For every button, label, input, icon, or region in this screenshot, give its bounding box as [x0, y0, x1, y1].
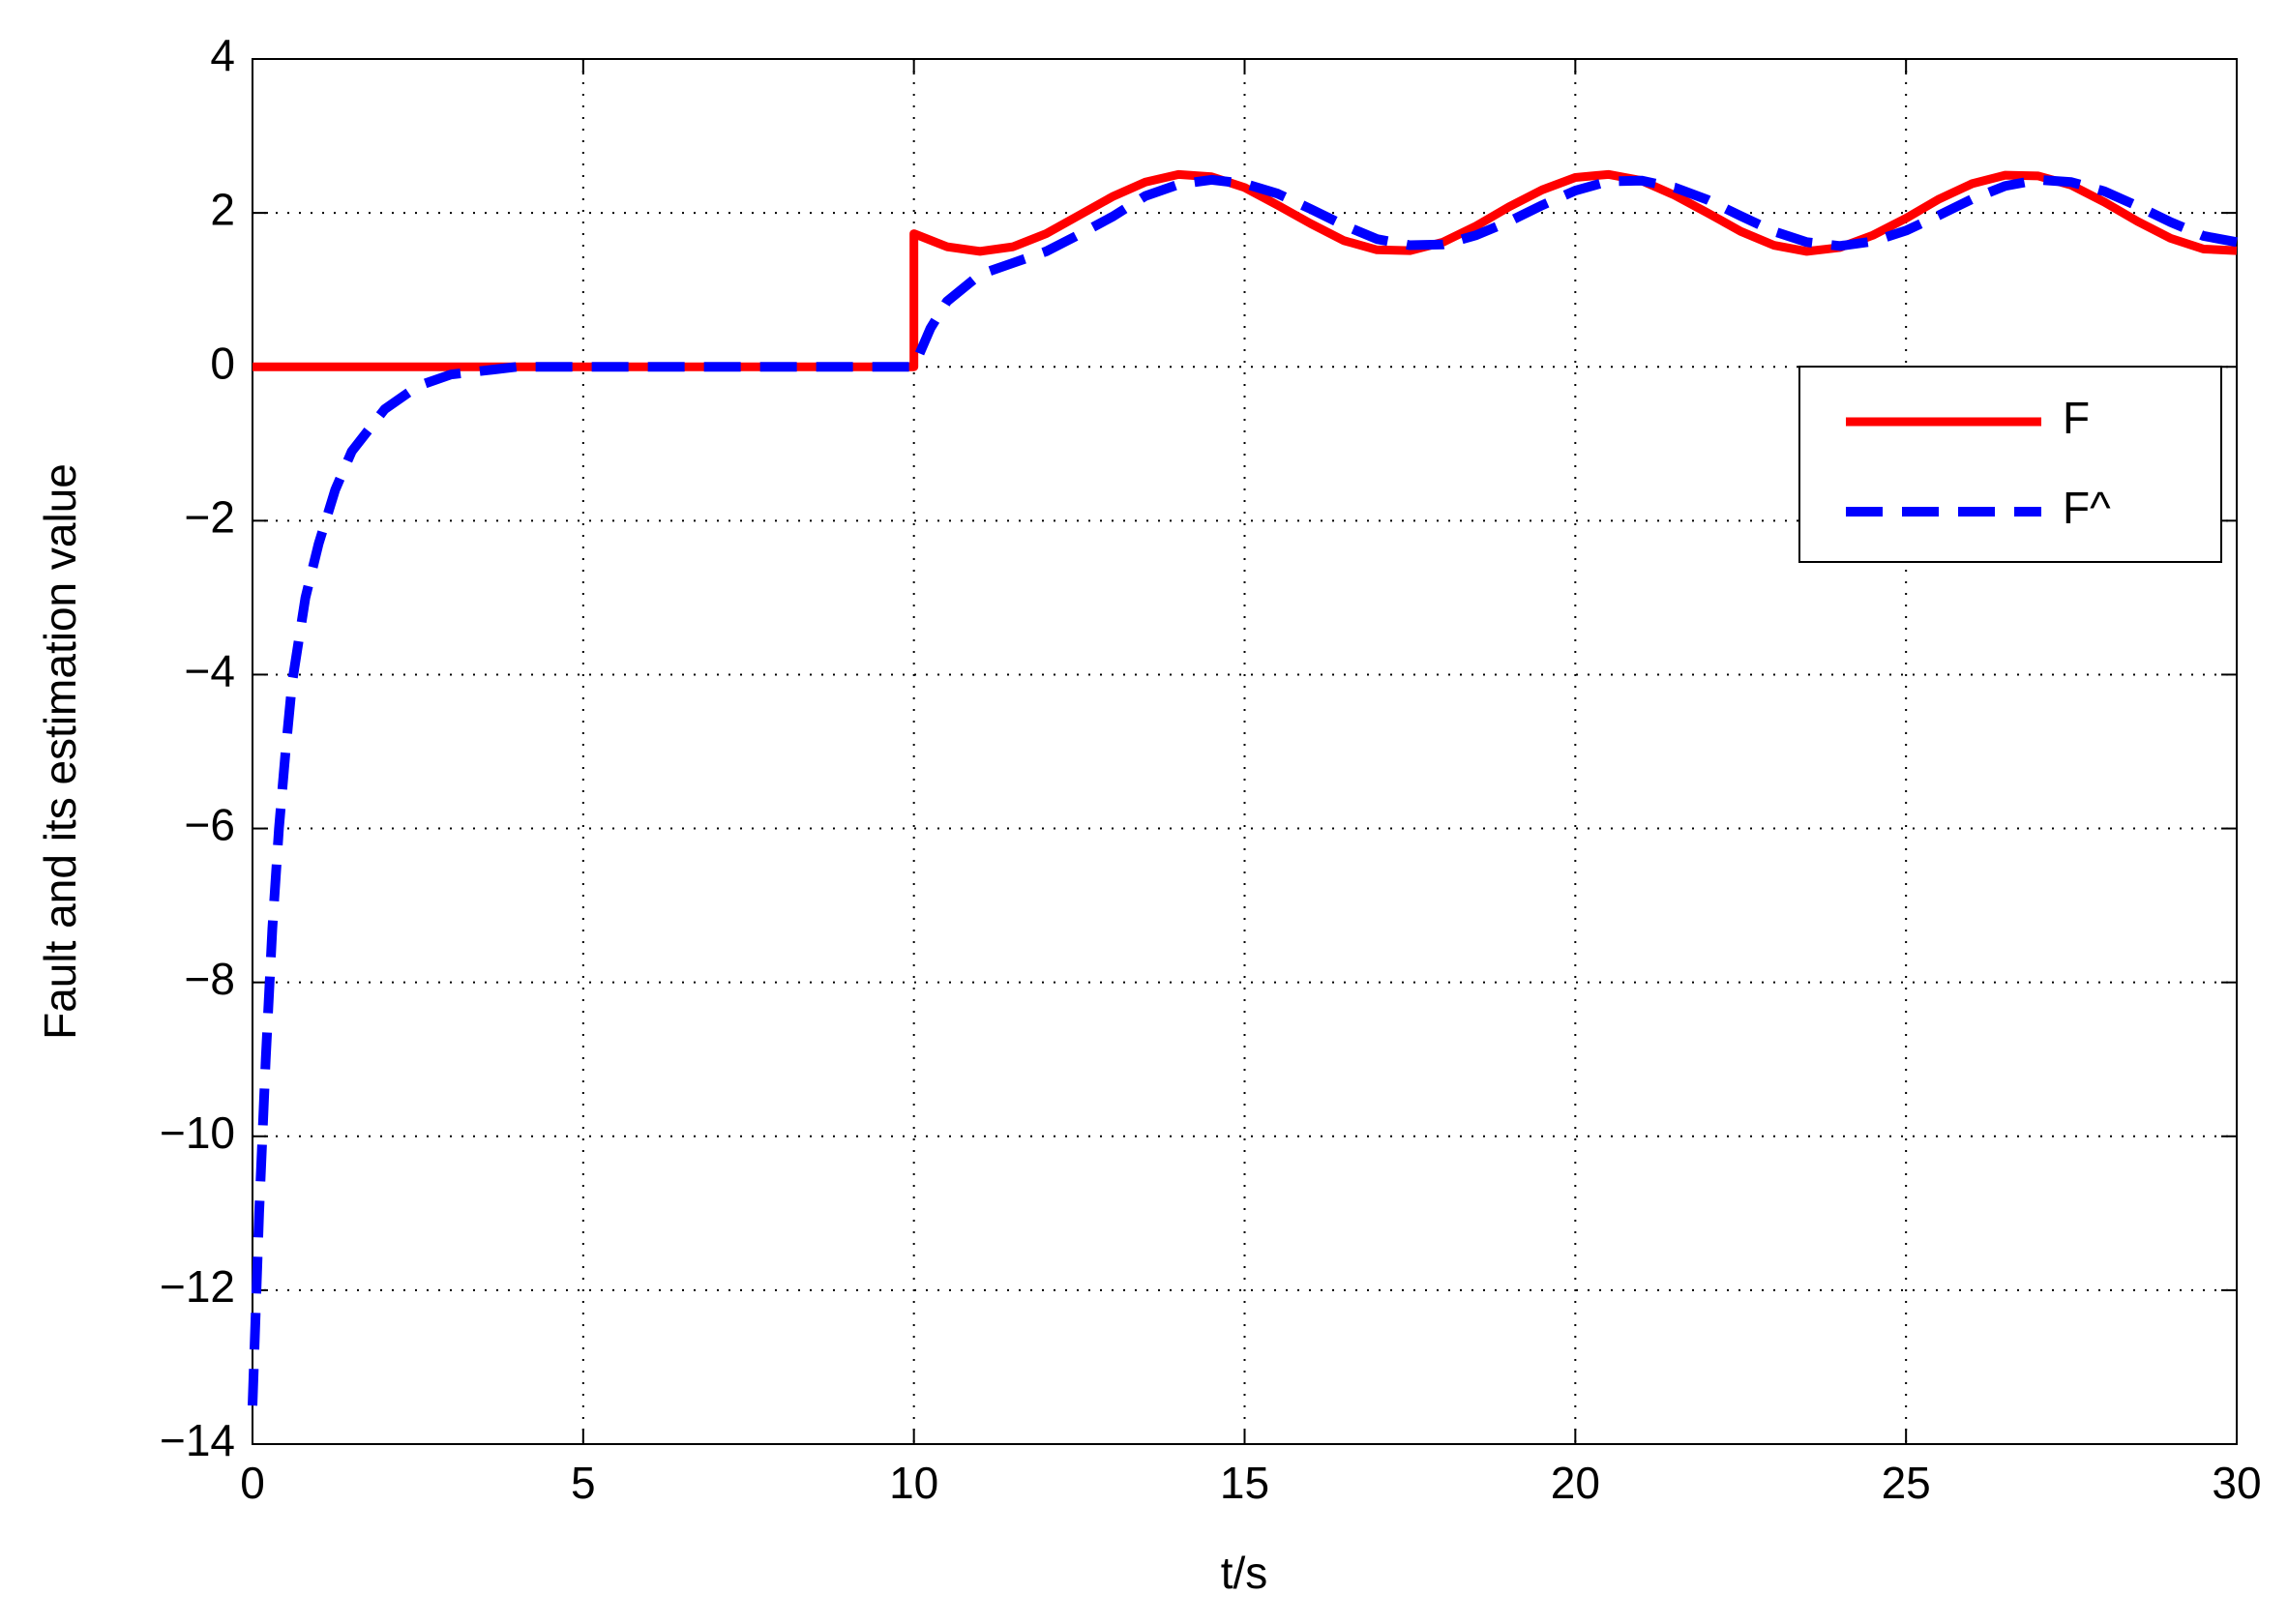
y-tick-label: −6 [185, 800, 235, 850]
x-tick-label: 5 [571, 1458, 596, 1508]
data-line [253, 169, 2238, 371]
plot-frame [252, 58, 2238, 1445]
x-axis-label: t/s [1221, 1548, 1268, 1598]
y-tick-label: −8 [185, 954, 235, 1004]
y-tick-label: −14 [160, 1415, 235, 1465]
x-tick-label: 15 [1220, 1458, 1269, 1508]
legend-label: F [2063, 393, 2090, 443]
y-tick-label: −10 [160, 1107, 235, 1158]
legend-label: F^ [2063, 483, 2111, 533]
y-tick-label: 4 [210, 30, 235, 80]
y-tick-label: 0 [210, 338, 235, 388]
x-tick-label: 10 [889, 1458, 938, 1508]
legend-box [1798, 366, 2222, 563]
y-axis-label: Fault and its estimation value [35, 463, 85, 1040]
y-tick-label: −4 [185, 646, 235, 696]
x-tick-label: 25 [1882, 1458, 1931, 1508]
y-tick-label: −12 [160, 1261, 235, 1312]
x-tick-label: 20 [1551, 1458, 1600, 1508]
plot-area [253, 59, 2237, 1444]
x-tick-label: 0 [240, 1458, 265, 1508]
y-tick-label: 2 [210, 184, 235, 234]
y-tick-label: −2 [185, 491, 235, 542]
x-tick-label: 30 [2212, 1458, 2261, 1508]
